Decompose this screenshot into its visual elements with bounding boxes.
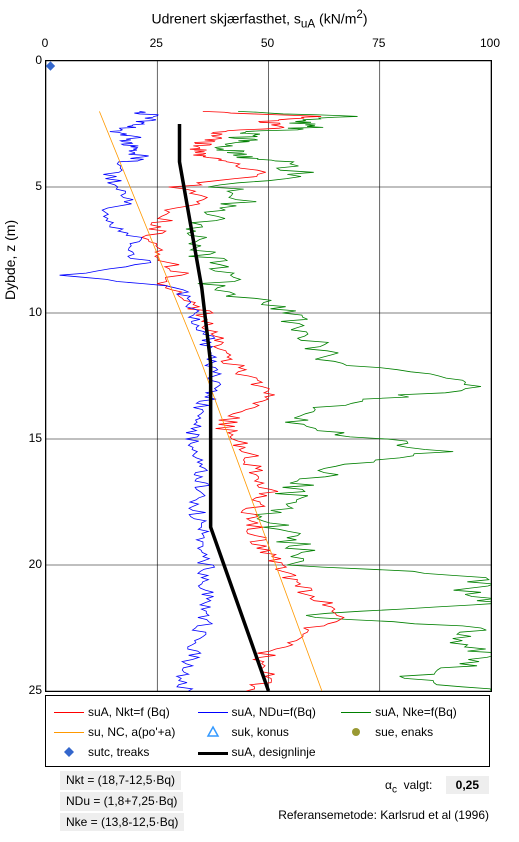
x-tick: 25 — [150, 36, 163, 50]
reference-text: Referansemetode: Karlsrud et al (1996) — [278, 808, 489, 822]
formula-box: Nkt = (18,7-12,5·Bq)NDu = (1,8+7,25·Bq)N… — [60, 770, 184, 832]
legend-label: sutc, treaks — [88, 745, 149, 759]
x-tick: 0 — [42, 36, 49, 50]
chart-title: Udrenert skjærfasthet, suA (kN/m2) — [0, 8, 519, 30]
y-tick: 5 — [20, 179, 42, 193]
legend-label: su, NC, a(po'+a) — [88, 725, 175, 739]
legend-item-design: suA, designlinje — [194, 742, 338, 762]
chart-plot — [45, 60, 492, 692]
legend-label: sue, enaks — [375, 725, 433, 739]
legend-item-konus: suk, konus — [194, 722, 338, 742]
legend-item-green: suA, Nke=f(Bq) — [337, 702, 481, 722]
x-tick: 100 — [480, 36, 500, 50]
legend-label: suk, konus — [232, 725, 289, 739]
y-tick: 0 — [20, 53, 42, 67]
legend-item-red: suA, Nkt=f (Bq) — [50, 702, 194, 722]
legend-item-orange: su, NC, a(po'+a) — [50, 722, 194, 742]
y-tick: 15 — [20, 431, 42, 445]
alpha-row: αc valgt: 0,25 — [385, 776, 489, 795]
y-tick: 25 — [20, 683, 42, 697]
legend-label: suA, Nke=f(Bq) — [375, 705, 457, 719]
y-axis-label: Dybde, z (m) — [2, 220, 18, 300]
y-tick: 10 — [20, 305, 42, 319]
x-tick: 75 — [372, 36, 385, 50]
legend: suA, Nkt=f (Bq) suA, NDu=f(Bq) suA, Nke=f(… — [45, 695, 490, 767]
legend-label: suA, NDu=f(Bq) — [232, 705, 316, 719]
legend-label: suA, designlinje — [232, 745, 316, 759]
legend-label: suA, Nkt=f (Bq) — [88, 705, 170, 719]
legend-item-enaks: sue, enaks — [337, 722, 481, 742]
y-tick: 20 — [20, 557, 42, 571]
legend-item-treaks: sutc, treaks — [50, 742, 194, 762]
alpha-label: αc valgt: — [385, 778, 432, 792]
legend-item-blue: suA, NDu=f(Bq) — [194, 702, 338, 722]
x-tick: 50 — [261, 36, 274, 50]
alpha-value: 0,25 — [446, 776, 489, 794]
